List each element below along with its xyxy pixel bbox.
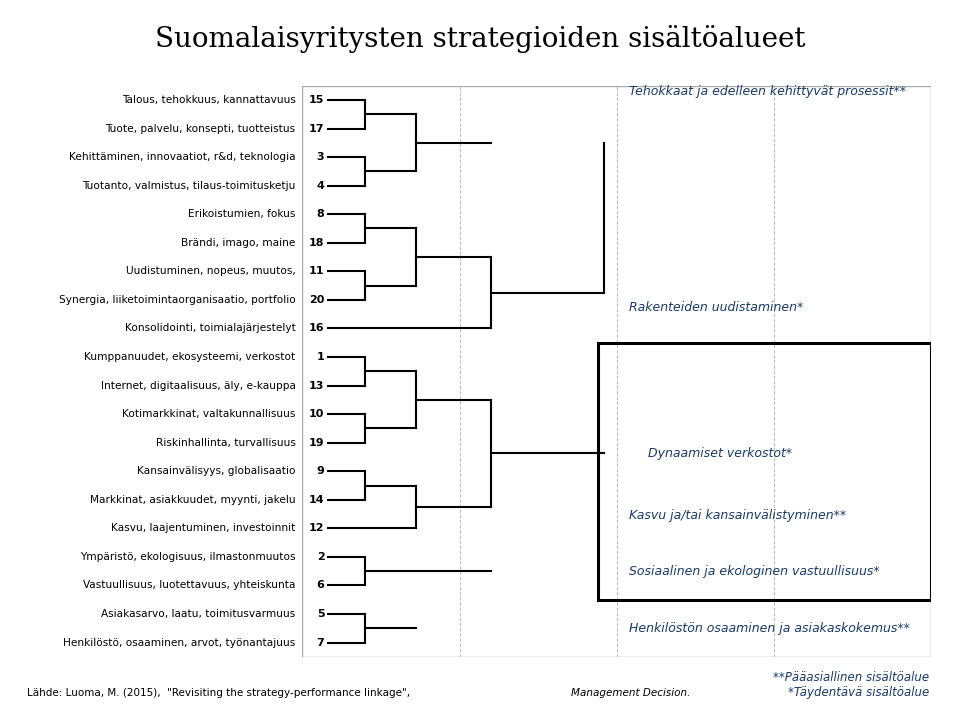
Text: Henkilöstön osaaminen ja asiakaskokemus**: Henkilöstön osaaminen ja asiakaskokemus*… xyxy=(630,622,910,635)
Text: Tehokkaat ja edelleen kehittyvät prosessit**: Tehokkaat ja edelleen kehittyvät prosess… xyxy=(630,85,906,98)
Text: Suomalaisyritysten strategioiden sisältöalueet: Suomalaisyritysten strategioiden sisältö… xyxy=(155,25,805,54)
Text: Kotimarkkinat, valtakunnallisuus: Kotimarkkinat, valtakunnallisuus xyxy=(122,409,296,419)
Text: Kumppanuudet, ekosysteemi, verkostot: Kumppanuudet, ekosysteemi, verkostot xyxy=(84,352,296,362)
Text: 11: 11 xyxy=(309,266,324,276)
Text: 6: 6 xyxy=(317,580,324,590)
Text: Tuote, palvelu, konsepti, tuotteistus: Tuote, palvelu, konsepti, tuotteistus xyxy=(106,124,296,134)
Text: 2: 2 xyxy=(317,552,324,562)
Text: Rakenteiden uudistaminen*: Rakenteiden uudistaminen* xyxy=(630,301,804,313)
Text: Asiakasarvo, laatu, toimitusvarmuus: Asiakasarvo, laatu, toimitusvarmuus xyxy=(102,609,296,619)
Text: Brändi, imago, maine: Brändi, imago, maine xyxy=(181,238,296,248)
Text: 7: 7 xyxy=(317,638,324,648)
Text: Konsolidointi, toimialajärjestelyt: Konsolidointi, toimialajärjestelyt xyxy=(125,323,296,333)
Text: Vastuullisuus, luotettavuus, yhteiskunta: Vastuullisuus, luotettavuus, yhteiskunta xyxy=(84,580,296,590)
Text: Markkinat, asiakkuudet, myynti, jakelu: Markkinat, asiakkuudet, myynti, jakelu xyxy=(90,495,296,505)
Text: Kehittäminen, innovaatiot, r&d, teknologia: Kehittäminen, innovaatiot, r&d, teknolog… xyxy=(69,152,296,162)
Text: 5: 5 xyxy=(317,609,324,619)
Text: Uudistuminen, nopeus, muutos,: Uudistuminen, nopeus, muutos, xyxy=(126,266,296,276)
Text: 9: 9 xyxy=(317,466,324,476)
Text: Riskinhallinta, turvallisuus: Riskinhallinta, turvallisuus xyxy=(156,438,296,448)
Text: Erikoistumien, fokus: Erikoistumien, fokus xyxy=(188,209,296,219)
Text: Management Decision.: Management Decision. xyxy=(571,688,690,698)
Text: 18: 18 xyxy=(309,238,324,248)
Text: Talous, tehokkuus, kannattavuus: Talous, tehokkuus, kannattavuus xyxy=(122,95,296,105)
Text: Sosiaalinen ja ekologinen vastuullisuus*: Sosiaalinen ja ekologinen vastuullisuus* xyxy=(630,565,880,578)
Text: Kasvu, laajentuminen, investoinnit: Kasvu, laajentuminen, investoinnit xyxy=(111,523,296,533)
Text: 13: 13 xyxy=(309,381,324,391)
Text: Internet, digitaalisuus, äly, e-kauppa: Internet, digitaalisuus, äly, e-kauppa xyxy=(101,381,296,391)
Text: 10: 10 xyxy=(309,409,324,419)
Text: Synergia, liiketoimintaorganisaatio, portfolio: Synergia, liiketoimintaorganisaatio, por… xyxy=(59,295,296,305)
Text: **Pääasiallinen sisältöalue
*Täydentävä sisältöalue: **Pääasiallinen sisältöalue *Täydentävä … xyxy=(773,671,929,699)
Text: 15: 15 xyxy=(309,95,324,105)
Text: Tuotanto, valmistus, tilaus-toimitusketju: Tuotanto, valmistus, tilaus-toimitusketj… xyxy=(83,181,296,191)
Text: Ympäristö, ekologisuus, ilmastonmuutos: Ympäristö, ekologisuus, ilmastonmuutos xyxy=(81,552,296,562)
Text: Kansainvälisyys, globalisaatio: Kansainvälisyys, globalisaatio xyxy=(137,466,296,476)
Text: 1: 1 xyxy=(317,352,324,362)
Bar xyxy=(598,343,931,600)
Text: 12: 12 xyxy=(309,523,324,533)
Text: 4: 4 xyxy=(317,181,324,191)
Text: Lähde: Luoma, M. (2015),  "Revisiting the strategy-performance linkage",: Lähde: Luoma, M. (2015), "Revisiting the… xyxy=(27,688,413,698)
Text: 16: 16 xyxy=(309,323,324,333)
Text: 20: 20 xyxy=(309,295,324,305)
Text: 19: 19 xyxy=(309,438,324,448)
Text: 3: 3 xyxy=(317,152,324,162)
Text: 8: 8 xyxy=(317,209,324,219)
Text: 14: 14 xyxy=(309,495,324,505)
Text: Henkilöstö, osaaminen, arvot, työnantajuus: Henkilöstö, osaaminen, arvot, työnantaju… xyxy=(63,638,296,648)
Text: 17: 17 xyxy=(309,124,324,134)
Text: Dynaamiset verkostot*: Dynaamiset verkostot* xyxy=(648,447,792,460)
Text: Kasvu ja/tai kansainvälistyminen**: Kasvu ja/tai kansainvälistyminen** xyxy=(630,509,847,522)
